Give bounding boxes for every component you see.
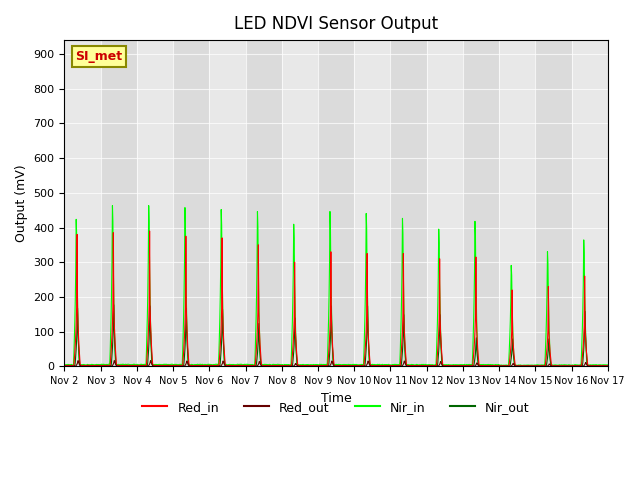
Nir_in [604,362,612,368]
Bar [463,40,499,366]
X-axis label: Time: Time [321,392,351,405]
Red_in [358,363,365,369]
Bar [246,40,282,366]
Red_in [152,362,160,368]
Red_out [556,363,564,369]
Red_out [346,363,354,369]
Nir_out [604,363,612,369]
Red_out [152,363,160,369]
Nir_out [297,363,305,369]
Nir_out [358,363,365,369]
Y-axis label: Output (mV): Output (mV) [15,165,28,242]
Nir_in [133,361,141,367]
Text: SI_met: SI_met [76,50,122,63]
Bar [100,40,137,366]
Bar [390,40,427,366]
Line: Nir_out: Nir_out [65,305,608,366]
Red_in [244,362,252,368]
Bar [318,40,354,366]
Nir_in [297,362,305,368]
Nir_in [244,361,252,367]
Title: LED NDVI Sensor Output: LED NDVI Sensor Output [234,15,438,33]
Nir_in [152,362,160,368]
Nir_in [346,362,354,368]
Nir_out [346,363,354,369]
Red_in [502,363,509,369]
Red_in [146,228,154,234]
Line: Nir_in: Nir_in [65,205,608,365]
Red_out [61,363,68,369]
Red_in [132,362,140,368]
Nir_out [61,363,68,369]
Nir_out [553,363,561,369]
Nir_out [110,302,118,308]
Red_in [297,363,305,369]
Red_out [358,363,365,369]
Nir_in [522,362,530,368]
Nir_in [358,362,365,368]
Red_out [604,363,612,369]
Red_out [244,363,252,369]
Nir_out [133,363,141,369]
Bar [173,40,209,366]
Red_in [61,363,68,369]
Nir_out [152,363,160,369]
Red_out [297,363,305,369]
Red_out [133,363,141,369]
Legend: Red_in, Red_out, Nir_in, Nir_out: Red_in, Red_out, Nir_in, Nir_out [138,396,535,419]
Bar [535,40,572,366]
Red_in [604,363,612,369]
Nir_in [61,362,68,368]
Nir_out [244,363,252,369]
Red_in [346,362,354,368]
Line: Red_out: Red_out [65,360,608,366]
Line: Red_in: Red_in [65,231,608,366]
Nir_in [109,203,116,208]
Red_out [74,358,82,363]
